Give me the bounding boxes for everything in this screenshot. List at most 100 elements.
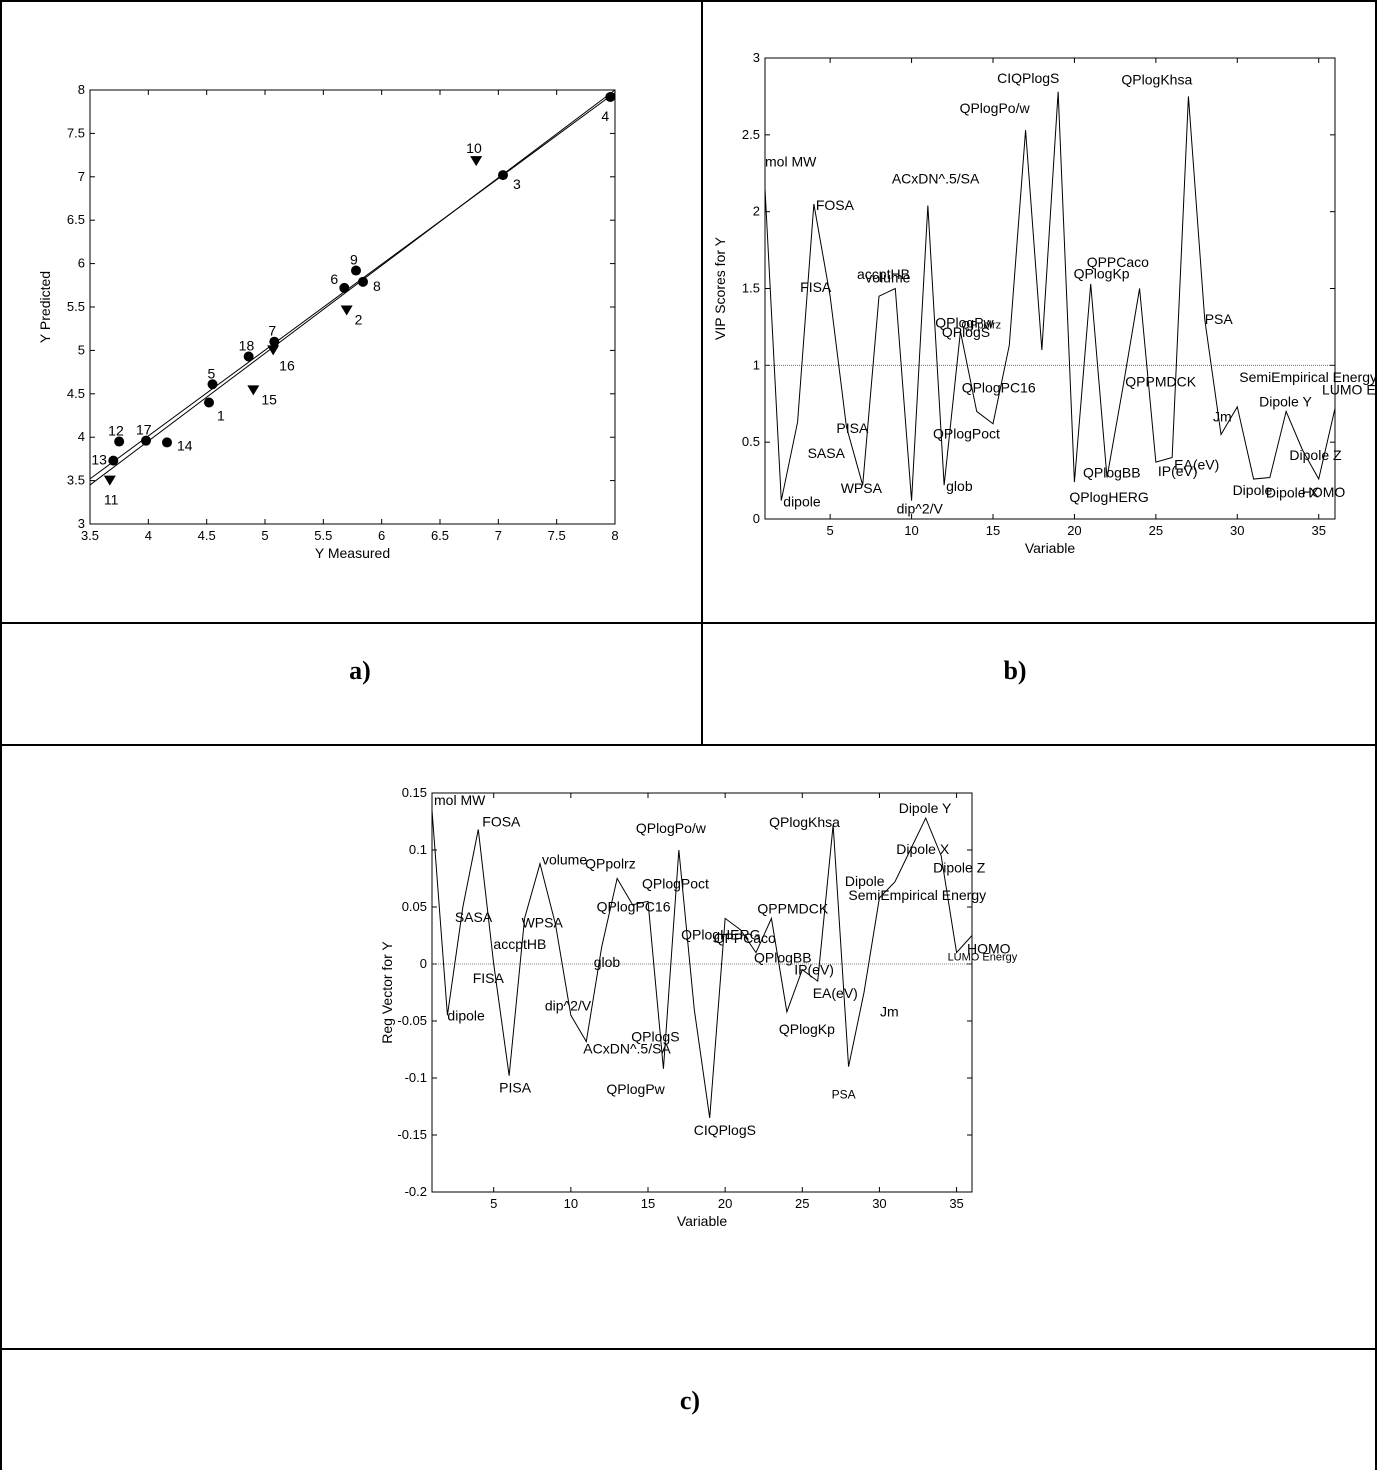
point-label: 15 [261, 391, 277, 407]
y-tick-label: 0.15 [402, 785, 427, 800]
data-point [162, 437, 172, 448]
point-label: 5 [208, 365, 216, 381]
variable-label: volume [542, 852, 587, 868]
variable-label: QPlogKp [1074, 266, 1130, 282]
x-tick-label: 6.5 [431, 528, 449, 543]
point-label: 17 [136, 422, 152, 438]
variable-label: SASA [455, 909, 493, 925]
x-tick-label: 15 [986, 523, 1000, 538]
data-point [498, 170, 508, 181]
y-tick-label: 2 [753, 204, 760, 219]
point-label: 9 [350, 252, 358, 268]
x-tick-label: 7.5 [548, 528, 566, 543]
y-tick-label: 6.5 [67, 212, 85, 227]
data-point [269, 336, 280, 347]
variable-label: LUMO En [1322, 381, 1377, 397]
variable-label: SemiEmpirical Energy [848, 887, 986, 903]
variable-label: mol MW [765, 154, 817, 170]
y-axis-label: Reg Vector for Y [379, 941, 395, 1044]
x-tick-label: 6 [378, 528, 385, 543]
divider-top-vertical [701, 0, 703, 744]
variable-label: dipole [783, 494, 821, 510]
fit-line [89, 89, 616, 486]
variable-label: CIQPlogS [694, 1122, 756, 1138]
y-tick-label: 0.5 [742, 434, 760, 449]
variable-label: QPlogPw [935, 314, 994, 330]
x-tick-label: 8 [611, 528, 618, 543]
variable-label: QPlogPC16 [962, 379, 1036, 395]
y-tick-label: 4.5 [67, 386, 85, 401]
variable-label: Jm [1213, 408, 1232, 424]
y-tick-label: 0 [420, 956, 427, 971]
x-axis-label: Variable [677, 1213, 728, 1229]
y-tick-label: 7 [78, 169, 85, 184]
plot-frame [431, 792, 973, 1193]
variable-label: Dipole [1233, 482, 1273, 498]
variable-label: ACxDN^.5/SA [583, 1041, 671, 1057]
divider-middle [0, 744, 1377, 746]
y-tick-label: 3.5 [67, 473, 85, 488]
border-top [0, 0, 1377, 2]
border-left [0, 0, 2, 1470]
variable-label: WPSA [522, 914, 564, 930]
data-point [108, 455, 119, 466]
x-tick-label: 25 [795, 1196, 809, 1211]
variable-label: QPPCaco [714, 930, 776, 946]
point-label: 18 [239, 337, 255, 353]
y-tick-label: 6 [78, 256, 85, 271]
point-label: 2 [355, 311, 363, 327]
data-point [358, 276, 368, 287]
variable-label: PSA [832, 1088, 856, 1102]
y-axis-label: Y Predicted [37, 271, 53, 343]
x-tick-label: 25 [1149, 523, 1163, 538]
panel-b-caption: b) [1003, 656, 1027, 685]
data-point [141, 435, 151, 446]
x-tick-label: 4.5 [198, 528, 216, 543]
variable-label: FOSA [482, 813, 521, 829]
data-point [605, 91, 616, 102]
variable-label: PISA [836, 420, 869, 436]
x-tick-label: 35 [949, 1196, 963, 1211]
x-tick-label: 5 [261, 528, 268, 543]
variable-label: mol MW [434, 792, 486, 808]
variable-label: ACxDN^.5/SA [892, 171, 980, 187]
data-point-triangle [103, 475, 116, 486]
variable-label: dip^2/V [545, 997, 592, 1013]
divider-top-captions [0, 622, 1377, 624]
variable-label: EA(eV) [1174, 457, 1219, 473]
data-point-triangle [470, 156, 483, 167]
variable-label: QPPMDCK [757, 900, 828, 916]
point-label: 6 [330, 271, 338, 287]
x-tick-label: 10 [904, 523, 918, 538]
x-tick-label: 30 [872, 1196, 886, 1211]
point-label: 11 [104, 492, 119, 508]
variable-label: WPSA [841, 480, 883, 496]
variable-label: glob [594, 954, 621, 970]
variable-label: FISA [800, 279, 832, 295]
x-tick-label: 5 [490, 1196, 497, 1211]
panel-b-chart: 5 10 15 20 25 30 35 0 0.5 1 1.5 2 2.5 3 Variable VIP Sc… [712, 50, 1377, 556]
y-tick-label: -0.15 [397, 1127, 427, 1142]
variable-label: glob [946, 478, 973, 494]
y-tick-label: 2.5 [742, 127, 760, 142]
variable-label: QPlogHERG [1069, 489, 1148, 505]
x-tick-label: 5.5 [314, 528, 332, 543]
variable-label: volume [865, 270, 910, 286]
panel-c-caption: c) [679, 1386, 701, 1415]
variable-label: accptHB [493, 936, 546, 952]
variable-label: Dipole Y [1259, 393, 1312, 409]
variable-label: Dipole Z [933, 860, 986, 876]
point-label: 16 [279, 357, 295, 373]
point-label: 3 [513, 176, 521, 192]
point-label: 1 [217, 407, 225, 423]
variable-label: QPlogPoct [933, 426, 1000, 442]
data-point-triangle [247, 385, 260, 396]
y-axis-label: VIP Scores for Y [712, 236, 728, 340]
panel-a-caption: a) [349, 656, 371, 685]
data-point [351, 265, 361, 276]
point-label: 7 [268, 323, 276, 339]
y-tick-label: 3 [78, 516, 85, 531]
fit-line [89, 92, 616, 480]
variable-label: Jm [880, 1004, 899, 1020]
